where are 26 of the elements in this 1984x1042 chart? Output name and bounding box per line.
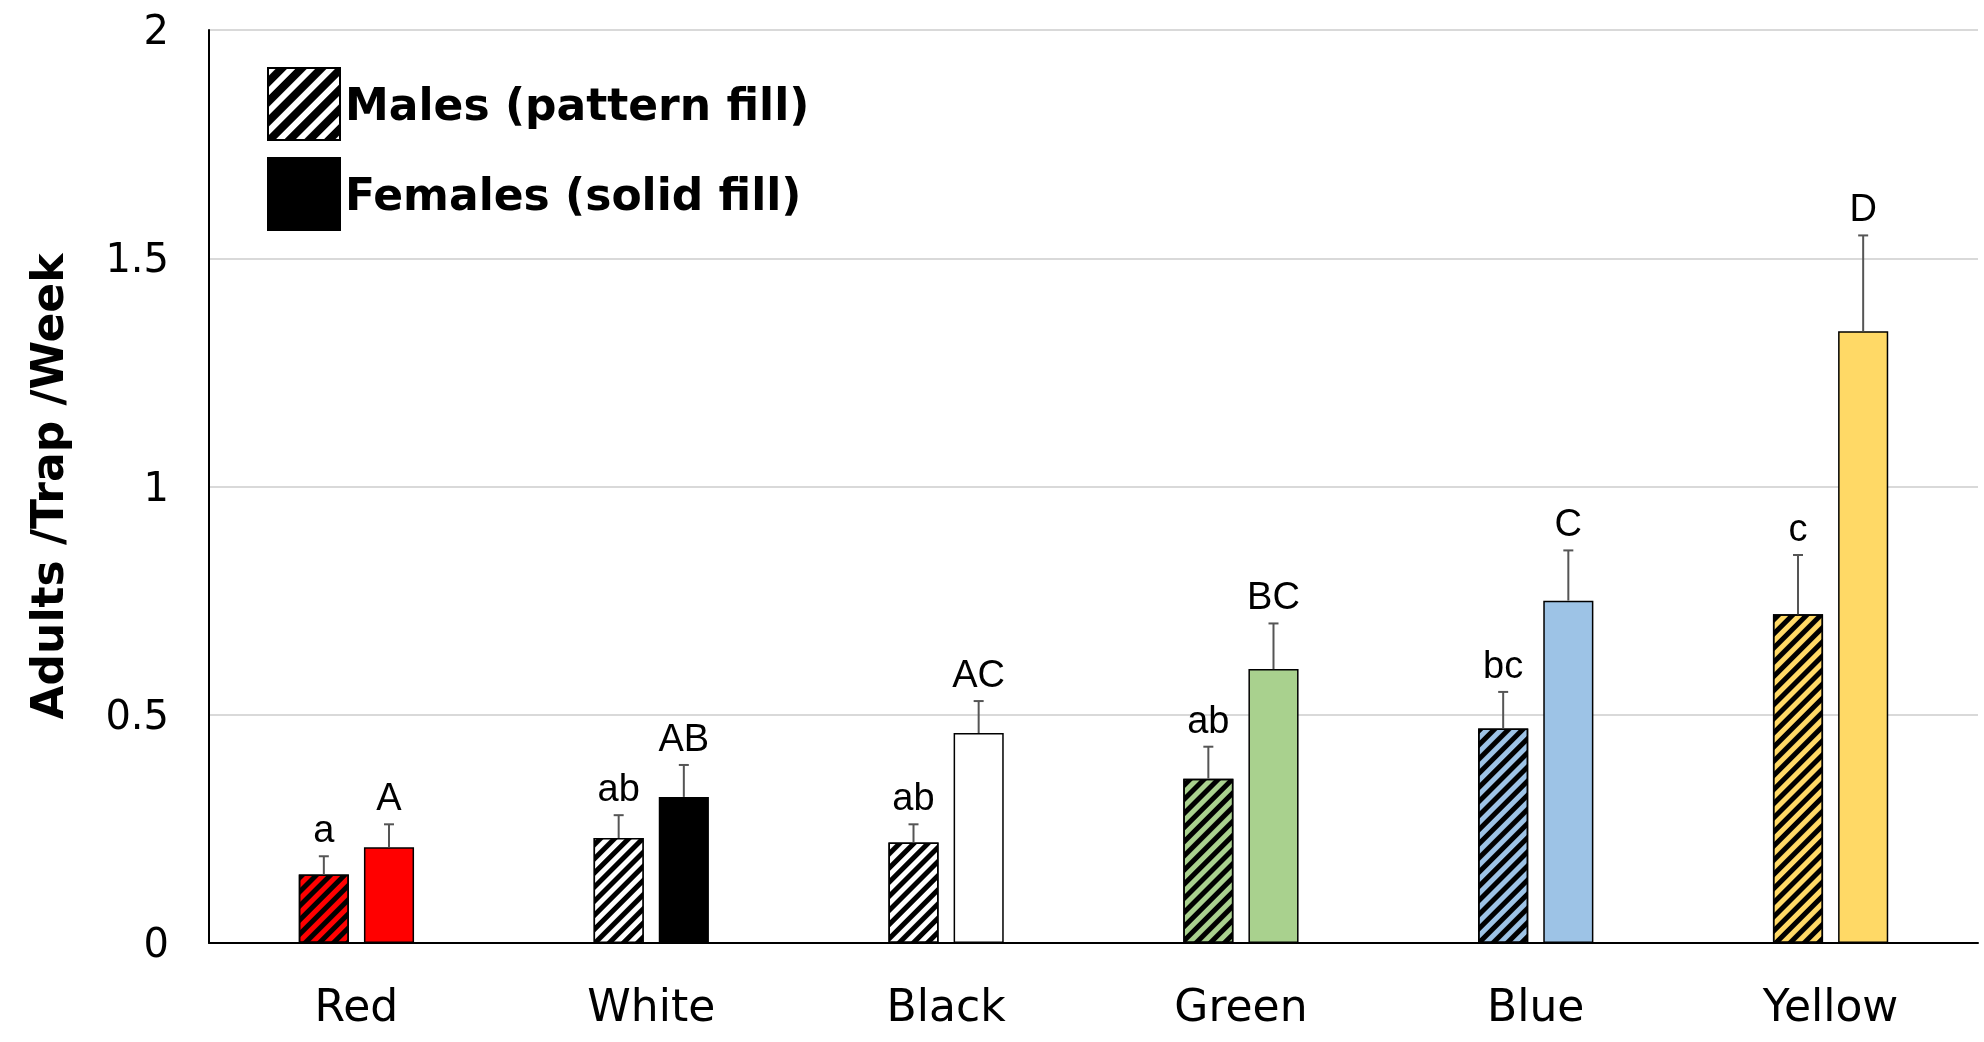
x-tick-label: White [587,979,716,1031]
y-tick-label: 2 [143,7,169,53]
annotation: BC [1247,575,1300,618]
y-tick-label: 0.5 [105,691,169,738]
y-axis-title: Adults /Trap /Week [21,251,73,720]
annotation: bc [1483,643,1524,686]
annotation: ab [597,767,640,810]
annotation: D [1849,187,1877,230]
x-tick-label: Black [886,979,1007,1031]
x-tick-label: Blue [1487,979,1585,1031]
x-tick-label: Red [314,979,399,1031]
annotation: A [376,776,403,819]
annotation: ab [892,776,935,819]
x-tick-label: Yellow [1761,979,1899,1031]
annotation: AC [952,653,1006,696]
annotation: a [313,808,336,851]
legend-label: Females (solid fill) [345,168,802,220]
annotation: AB [658,716,710,759]
legend-label: Males (pattern fill) [345,78,810,130]
y-tick-label: 0 [143,920,169,966]
y-tick-label: 1 [143,463,169,510]
annotation: c [1788,506,1808,549]
annotation: ab [1187,698,1230,741]
x-tick-label: Green [1174,979,1308,1031]
y-tick-label: 1.5 [105,235,169,282]
annotation: C [1554,502,1583,545]
